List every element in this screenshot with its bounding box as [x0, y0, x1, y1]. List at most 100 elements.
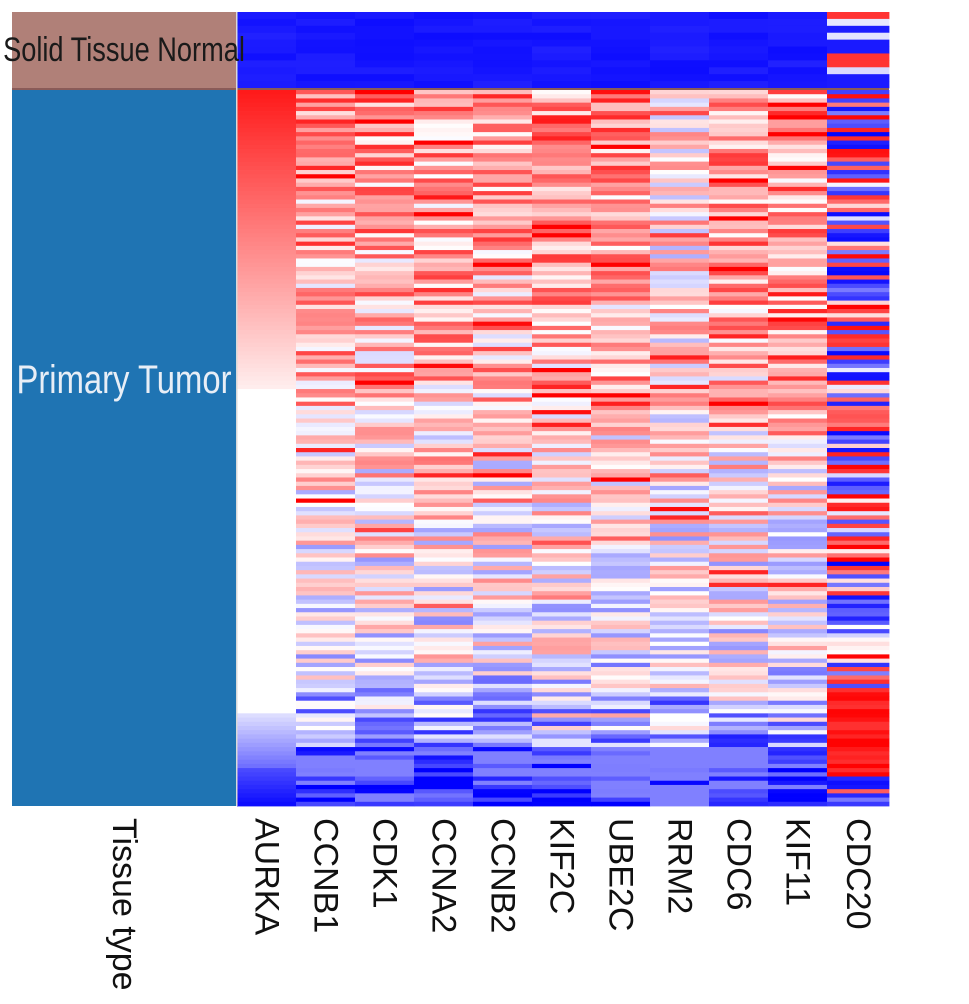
heatmap-cell [296, 321, 356, 327]
heatmap-cell [473, 207, 533, 213]
heatmap-cell [827, 241, 890, 247]
heatmap-cell [473, 144, 533, 150]
heatmap-cell [827, 178, 890, 184]
heatmap-cell [532, 325, 592, 331]
heatmap-cell [237, 553, 297, 558]
heatmap-cell [768, 338, 828, 344]
heatmap-cell [355, 591, 415, 596]
heatmap-cell [355, 39, 415, 47]
heatmap-cell [650, 279, 710, 285]
heatmap-cell [650, 679, 710, 685]
heatmap-cell [709, 287, 769, 293]
heatmap-cell [827, 67, 890, 75]
heatmap-cell [237, 90, 297, 95]
heatmap-cell [650, 519, 710, 525]
heatmap-cell [827, 506, 890, 512]
heatmap-cell [591, 389, 651, 394]
heatmap-cell [473, 414, 533, 419]
heatmap-cell [591, 658, 651, 664]
heatmap-cell [709, 540, 769, 546]
heatmap-cell [827, 111, 890, 116]
heatmap-cell [827, 759, 890, 765]
heatmap-cell [768, 32, 828, 41]
heatmap-cell [237, 511, 297, 516]
heatmap-cell [650, 502, 710, 508]
heatmap-cell [473, 612, 533, 617]
heatmap-cell [473, 553, 533, 558]
heatmap-cell [532, 549, 592, 554]
heatmap-cell [827, 346, 890, 352]
heatmap-cell [591, 553, 651, 558]
heatmap-cell [827, 578, 890, 584]
heatmap-cell [532, 81, 592, 89]
heatmap-cell [768, 106, 828, 112]
heatmap-cell [414, 700, 474, 706]
heatmap-cell [473, 250, 533, 255]
heatmap-cell [296, 448, 356, 453]
heatmap-cell [355, 784, 415, 790]
heatmap-cell [237, 481, 297, 487]
heatmap-cell [414, 292, 474, 297]
heatmap-cell [709, 161, 769, 167]
heatmap-cell [709, 81, 769, 89]
heatmap-cell [355, 734, 415, 740]
heatmap-cell [591, 140, 651, 146]
heatmap-cell [827, 46, 890, 54]
heatmap-cell [591, 258, 651, 264]
heatmap-cell [709, 338, 769, 344]
heatmap-cell [768, 523, 828, 529]
heatmap-cell [591, 448, 651, 453]
x-label-ccnb2: CCNB2 [483, 818, 522, 934]
heatmap-cell [532, 367, 592, 373]
heatmap-cell [591, 262, 651, 268]
heatmap-cell [237, 629, 297, 634]
heatmap-cell [827, 203, 890, 209]
heatmap-cell [414, 136, 474, 141]
heatmap-cell [237, 161, 297, 167]
heatmap-cell [296, 165, 356, 171]
heatmap-cell [473, 717, 533, 723]
heatmap-cell [768, 313, 828, 318]
heatmap-cell [650, 94, 710, 99]
heatmap-cell [827, 523, 890, 529]
heatmap-cell [709, 485, 769, 491]
heatmap-cell [355, 667, 415, 672]
heatmap-cell [532, 553, 592, 558]
heatmap-cell [414, 220, 474, 226]
heatmap-cell [650, 144, 710, 150]
heatmap-cell [709, 300, 769, 306]
heatmap-cell [296, 334, 356, 339]
heatmap-cell [768, 671, 828, 676]
heatmap-cell [355, 102, 415, 108]
heatmap-cell [709, 629, 769, 634]
heatmap-cell [473, 435, 533, 440]
heatmap-cell [473, 603, 533, 609]
heatmap-cell [237, 351, 297, 356]
heatmap-cell [355, 511, 415, 516]
heatmap-cell [827, 565, 890, 571]
heatmap-cell [827, 170, 890, 175]
heatmap-cell [768, 203, 828, 209]
heatmap-cell [650, 751, 710, 756]
heatmap-cell [296, 595, 356, 601]
heatmap-cell [827, 12, 890, 20]
heatmap-cell [768, 355, 828, 360]
heatmap-cell [532, 578, 592, 584]
heatmap-cell [650, 98, 710, 104]
heatmap-cell [709, 456, 769, 462]
heatmap-cell [650, 250, 710, 255]
heatmap-cell [532, 397, 592, 403]
heatmap-cell [237, 763, 297, 769]
heatmap-cell [473, 111, 533, 116]
heatmap-cell [473, 658, 533, 664]
heatmap-cell [355, 570, 415, 575]
heatmap-cell [296, 304, 356, 310]
heatmap-cell [473, 279, 533, 285]
heatmap-cell [414, 271, 474, 276]
heatmap-cell [296, 667, 356, 672]
heatmap-cell [709, 174, 769, 179]
heatmap-cell [650, 494, 710, 499]
heatmap-cell [827, 557, 890, 563]
heatmap-cell [532, 485, 592, 491]
heatmap-cell [473, 46, 533, 54]
